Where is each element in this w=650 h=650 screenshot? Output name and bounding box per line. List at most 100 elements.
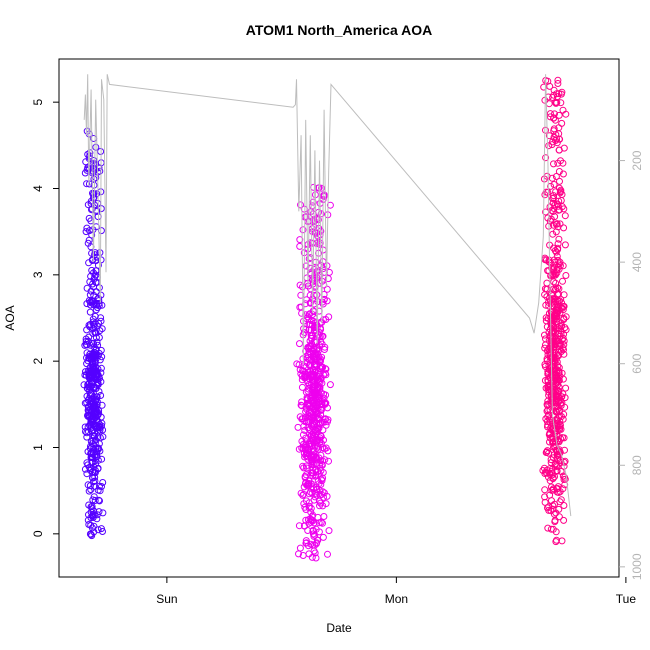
data-point [92, 143, 100, 151]
data-point [555, 168, 563, 175]
data-point [555, 383, 563, 391]
data-point [306, 502, 313, 510]
data-point [324, 550, 331, 558]
data-point [299, 462, 307, 470]
data-point [554, 284, 562, 292]
data-point [96, 167, 104, 175]
data-point [310, 485, 317, 493]
data-point [312, 437, 320, 445]
data-point [554, 307, 562, 315]
data-point [309, 352, 317, 360]
data-point [298, 398, 306, 406]
data-point [551, 201, 559, 209]
data-point [551, 437, 559, 445]
data-point [312, 426, 320, 434]
data-point [554, 290, 561, 298]
data-point [96, 497, 103, 505]
data-point [555, 130, 563, 138]
data-point [91, 497, 99, 504]
data-point [99, 479, 107, 486]
data-point [97, 392, 105, 399]
data-point [547, 182, 555, 190]
data-point [88, 231, 96, 239]
data-point [546, 110, 554, 118]
data-point [86, 278, 94, 286]
data-point [312, 322, 320, 329]
data-point [89, 511, 97, 518]
data-point [299, 226, 307, 234]
data-point [87, 354, 95, 362]
data-point [308, 411, 316, 419]
y-tick-label: 0 [31, 530, 45, 537]
data-point [307, 504, 315, 512]
data-point [320, 371, 328, 379]
data-point [555, 505, 563, 513]
data-point [297, 489, 305, 497]
data-point [555, 364, 563, 372]
data-point [85, 214, 93, 222]
data-point [309, 472, 317, 480]
data-point [97, 369, 105, 377]
data-point [554, 437, 561, 444]
data-point [560, 302, 568, 310]
data-point [82, 340, 90, 348]
data-point [312, 403, 320, 411]
data-point [552, 407, 560, 415]
data-point [542, 154, 550, 162]
data-point [89, 474, 97, 482]
data-point [552, 228, 560, 236]
data-point [543, 400, 551, 408]
data-point [324, 418, 331, 426]
data-point [559, 415, 567, 423]
data-point [559, 106, 567, 114]
data-point [304, 344, 312, 352]
data-point [319, 316, 327, 324]
data-point [323, 285, 331, 293]
data-point [90, 301, 98, 309]
data-point [543, 407, 551, 415]
data-point [554, 159, 562, 167]
data-point [83, 284, 91, 292]
x-tick-label: Tue [616, 592, 637, 606]
data-point [556, 177, 563, 185]
data-point [544, 298, 552, 306]
data-point [93, 379, 101, 387]
data-point [543, 279, 551, 287]
data-point [308, 321, 316, 329]
data-point [555, 337, 562, 345]
data-point [312, 554, 320, 562]
data-point [551, 473, 558, 481]
data-point [302, 262, 310, 270]
data-point [562, 326, 570, 334]
data-point [308, 419, 316, 427]
data-point [88, 502, 96, 510]
data-point [294, 423, 302, 431]
data-point [320, 493, 327, 501]
data-point [310, 532, 318, 540]
data-point [84, 150, 92, 158]
data-point [298, 309, 306, 317]
data-point [554, 387, 562, 395]
x-axis-label: Date [326, 621, 352, 635]
data-point [306, 409, 314, 417]
data-point [301, 522, 308, 530]
data-point [309, 198, 317, 206]
data-point [548, 465, 556, 473]
data-point [543, 418, 551, 425]
data-point [305, 311, 313, 319]
data-point [325, 527, 333, 535]
data-point [550, 192, 558, 200]
data-point [556, 262, 564, 270]
data-point [91, 251, 99, 259]
data-point [546, 491, 554, 499]
data-point [545, 132, 553, 140]
data-point [98, 483, 105, 490]
data-point [549, 208, 557, 215]
data-point [95, 284, 103, 292]
data-point [559, 159, 567, 167]
data-point [85, 487, 93, 495]
data-point [312, 338, 319, 346]
data-point [82, 428, 89, 435]
data-point [550, 510, 558, 518]
data-point [94, 294, 102, 302]
